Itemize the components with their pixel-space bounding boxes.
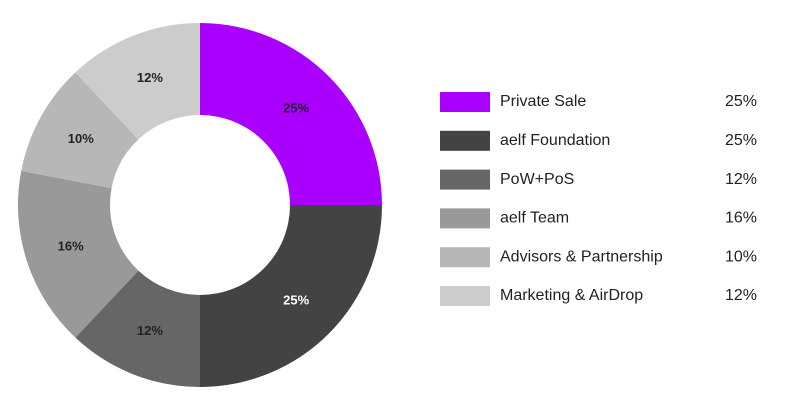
legend-label: Private Sale (500, 93, 586, 110)
legend-swatch (440, 286, 490, 306)
slice (75, 270, 200, 387)
slice-label: 16% (58, 238, 84, 253)
slice-label: 25% (283, 293, 309, 308)
slice (200, 23, 382, 205)
legend-value: 25% (725, 132, 757, 149)
slice (75, 23, 200, 140)
legend-swatch (440, 247, 490, 268)
legend-value: 12% (725, 171, 757, 188)
slice (21, 72, 139, 189)
legend-label: aelf Foundation (500, 132, 610, 149)
slice-label: 10% (68, 131, 94, 146)
legend-swatch (440, 130, 490, 151)
legend-value: 10% (725, 248, 757, 265)
slice-label: 12% (137, 323, 163, 338)
legend-swatch (440, 169, 490, 190)
slice (200, 205, 382, 387)
legend-label: Marketing & AirDrop (500, 287, 643, 304)
legend-value: 25% (725, 93, 757, 110)
slice-label: 25% (283, 100, 309, 115)
legend-label: Advisors & Partnership (500, 248, 663, 265)
legend-label: PoW+PoS (500, 171, 574, 188)
legend-label: aelf Team (500, 210, 569, 227)
legend-swatch (440, 208, 490, 229)
legend-swatch (440, 92, 490, 112)
slice (17, 170, 139, 338)
legend-value: 16% (725, 210, 757, 227)
slice-label: 12% (137, 70, 163, 85)
legend-value: 12% (725, 287, 757, 304)
